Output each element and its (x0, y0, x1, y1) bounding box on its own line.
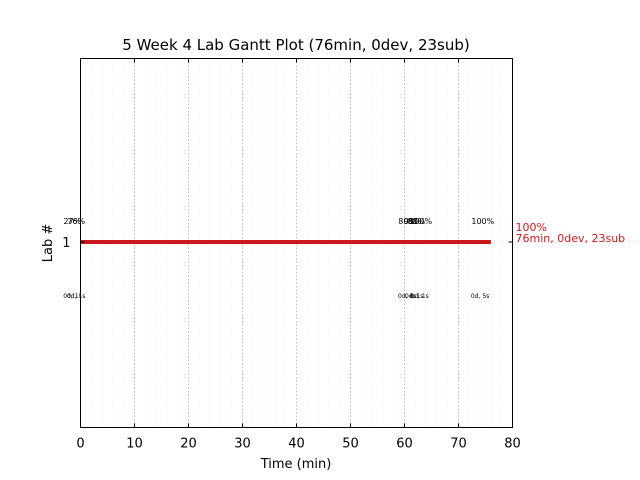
end-labels: 100%76min, 0dev, 23sub (516, 221, 626, 245)
deviation-marker: 0d, 1s (67, 293, 85, 300)
progress-percent-marker: 27% (64, 217, 82, 226)
x-tick-label: 0 (76, 437, 84, 452)
progress-percent-marker: 80% (398, 217, 416, 226)
x-axis-label: Time (min) (260, 457, 332, 472)
x-tick-label: 10 (126, 437, 143, 452)
progress-percent-marker: 76% (67, 217, 85, 226)
deviation-marker: 0d, 1s (410, 293, 428, 300)
x-tick-label: 50 (342, 437, 359, 452)
x-tick-label: 20 (180, 437, 197, 452)
progress-percent-marker: 98% (404, 217, 422, 226)
y-tick-label: 1 (62, 236, 70, 251)
progress-percent-marker: 88% (407, 217, 425, 226)
chart-title: 5 Week 4 Lab Gantt Plot (76min, 0dev, 23… (122, 36, 469, 54)
x-tick-label: 70 (450, 437, 467, 452)
y-axis-ticks: 1 (62, 236, 513, 251)
x-tick-label: 40 (288, 437, 305, 452)
x-tick-label: 60 (396, 437, 413, 452)
x-axis-ticks: 0 10 20 30 40 50 60 70 80 (76, 58, 521, 452)
y-axis-label: Lab # (41, 224, 56, 263)
bar-end-summary-label: 76min, 0dev, 23sub (516, 232, 626, 245)
progress-percent-marker: 100% (471, 217, 494, 226)
deviation-marker: 0d, 5s (471, 293, 489, 300)
x-tick-label: 30 (234, 437, 251, 452)
bar-end-percent-label: 100% (516, 221, 547, 234)
deviation-marker: 0d, 1s (405, 293, 423, 300)
deviation-marker: 0d, 0s (398, 293, 416, 300)
progress-percent-marker: 100% (409, 217, 432, 226)
x-tick-label: 80 (504, 437, 521, 452)
deviation-marker: 0d, 1s (63, 293, 81, 300)
